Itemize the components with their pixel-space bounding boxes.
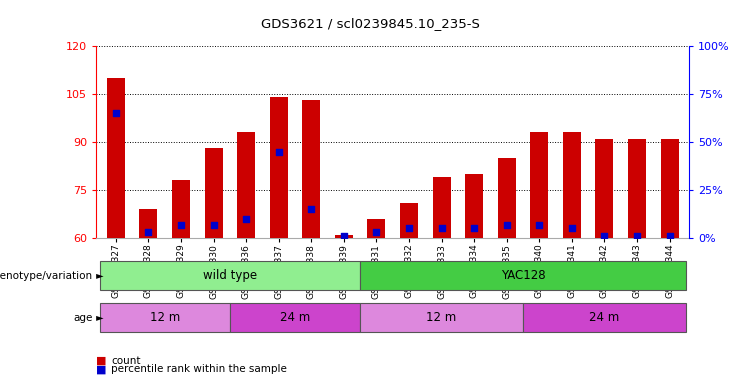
Point [631, 233, 643, 239]
Bar [563, 132, 581, 238]
Bar [335, 235, 353, 238]
Text: 12 m: 12 m [427, 311, 456, 324]
Bar [237, 132, 255, 238]
Bar [628, 139, 646, 238]
Point [566, 225, 578, 232]
Text: percentile rank within the sample: percentile rank within the sample [111, 364, 287, 374]
Point [534, 222, 545, 228]
Bar [302, 101, 320, 238]
Bar [661, 139, 679, 238]
Bar [107, 78, 124, 238]
Text: genotype/variation: genotype/variation [0, 271, 93, 281]
Text: wild type: wild type [203, 269, 257, 282]
Text: ►: ► [93, 313, 103, 323]
Point [468, 225, 480, 232]
Point [599, 233, 611, 239]
Bar [523, 303, 686, 333]
Bar [433, 177, 451, 238]
Text: 12 m: 12 m [150, 311, 180, 324]
Point [207, 222, 219, 228]
Text: 24 m: 24 m [280, 311, 310, 324]
Point [403, 225, 415, 232]
Bar [172, 180, 190, 238]
Bar [360, 261, 686, 290]
Text: 24 m: 24 m [589, 311, 619, 324]
Bar [531, 132, 548, 238]
Bar [400, 203, 418, 238]
Text: ►: ► [93, 271, 103, 281]
Bar [498, 158, 516, 238]
Point [175, 222, 187, 228]
Point [273, 149, 285, 155]
Bar [99, 261, 360, 290]
Bar [465, 174, 483, 238]
Text: YAC128: YAC128 [501, 269, 545, 282]
Point [501, 222, 513, 228]
Point [338, 233, 350, 239]
Point [664, 233, 676, 239]
Bar [139, 209, 157, 238]
Bar [99, 303, 230, 333]
Text: ■: ■ [96, 364, 107, 374]
Bar [230, 303, 360, 333]
Point [240, 216, 252, 222]
Point [436, 225, 448, 232]
Point [142, 229, 154, 235]
Bar [270, 97, 288, 238]
Text: age: age [73, 313, 93, 323]
Point [305, 206, 317, 212]
Bar [596, 139, 614, 238]
Bar [205, 149, 222, 238]
Point [370, 229, 382, 235]
Bar [368, 219, 385, 238]
Text: GDS3621 / scl0239845.10_235-S: GDS3621 / scl0239845.10_235-S [261, 17, 480, 30]
Point [110, 110, 122, 116]
Text: ■: ■ [96, 356, 107, 366]
Text: count: count [111, 356, 141, 366]
Bar [360, 303, 523, 333]
